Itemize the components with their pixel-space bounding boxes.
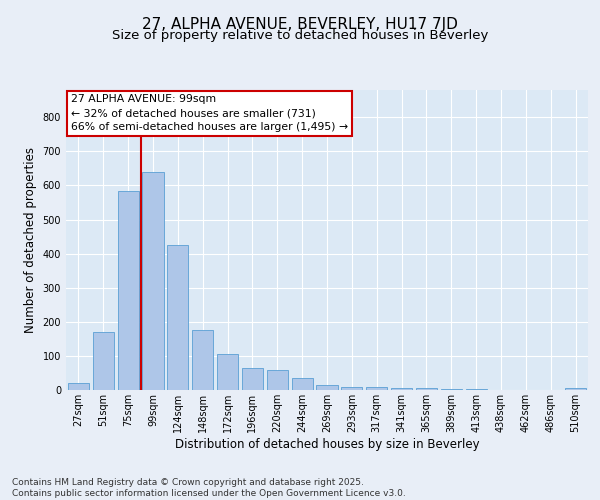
Bar — [565, 388, 586, 390]
Bar — [267, 370, 288, 390]
Text: Size of property relative to detached houses in Beverley: Size of property relative to detached ho… — [112, 29, 488, 42]
Bar — [242, 368, 263, 390]
Bar — [167, 245, 188, 390]
Bar — [441, 389, 462, 390]
Bar — [341, 386, 362, 390]
Bar — [68, 383, 89, 390]
Bar — [292, 378, 313, 390]
Text: 27, ALPHA AVENUE, BEVERLEY, HU17 7JD: 27, ALPHA AVENUE, BEVERLEY, HU17 7JD — [142, 18, 458, 32]
Text: 27 ALPHA AVENUE: 99sqm
← 32% of detached houses are smaller (731)
66% of semi-de: 27 ALPHA AVENUE: 99sqm ← 32% of detached… — [71, 94, 349, 132]
Bar — [192, 330, 213, 390]
Bar — [93, 332, 114, 390]
Bar — [466, 389, 487, 390]
Bar — [142, 172, 164, 390]
Bar — [217, 354, 238, 390]
Bar — [416, 388, 437, 390]
Bar — [366, 386, 387, 390]
X-axis label: Distribution of detached houses by size in Beverley: Distribution of detached houses by size … — [175, 438, 479, 450]
Text: Contains HM Land Registry data © Crown copyright and database right 2025.
Contai: Contains HM Land Registry data © Crown c… — [12, 478, 406, 498]
Bar — [118, 190, 139, 390]
Y-axis label: Number of detached properties: Number of detached properties — [24, 147, 37, 333]
Bar — [316, 385, 338, 390]
Bar — [391, 388, 412, 390]
